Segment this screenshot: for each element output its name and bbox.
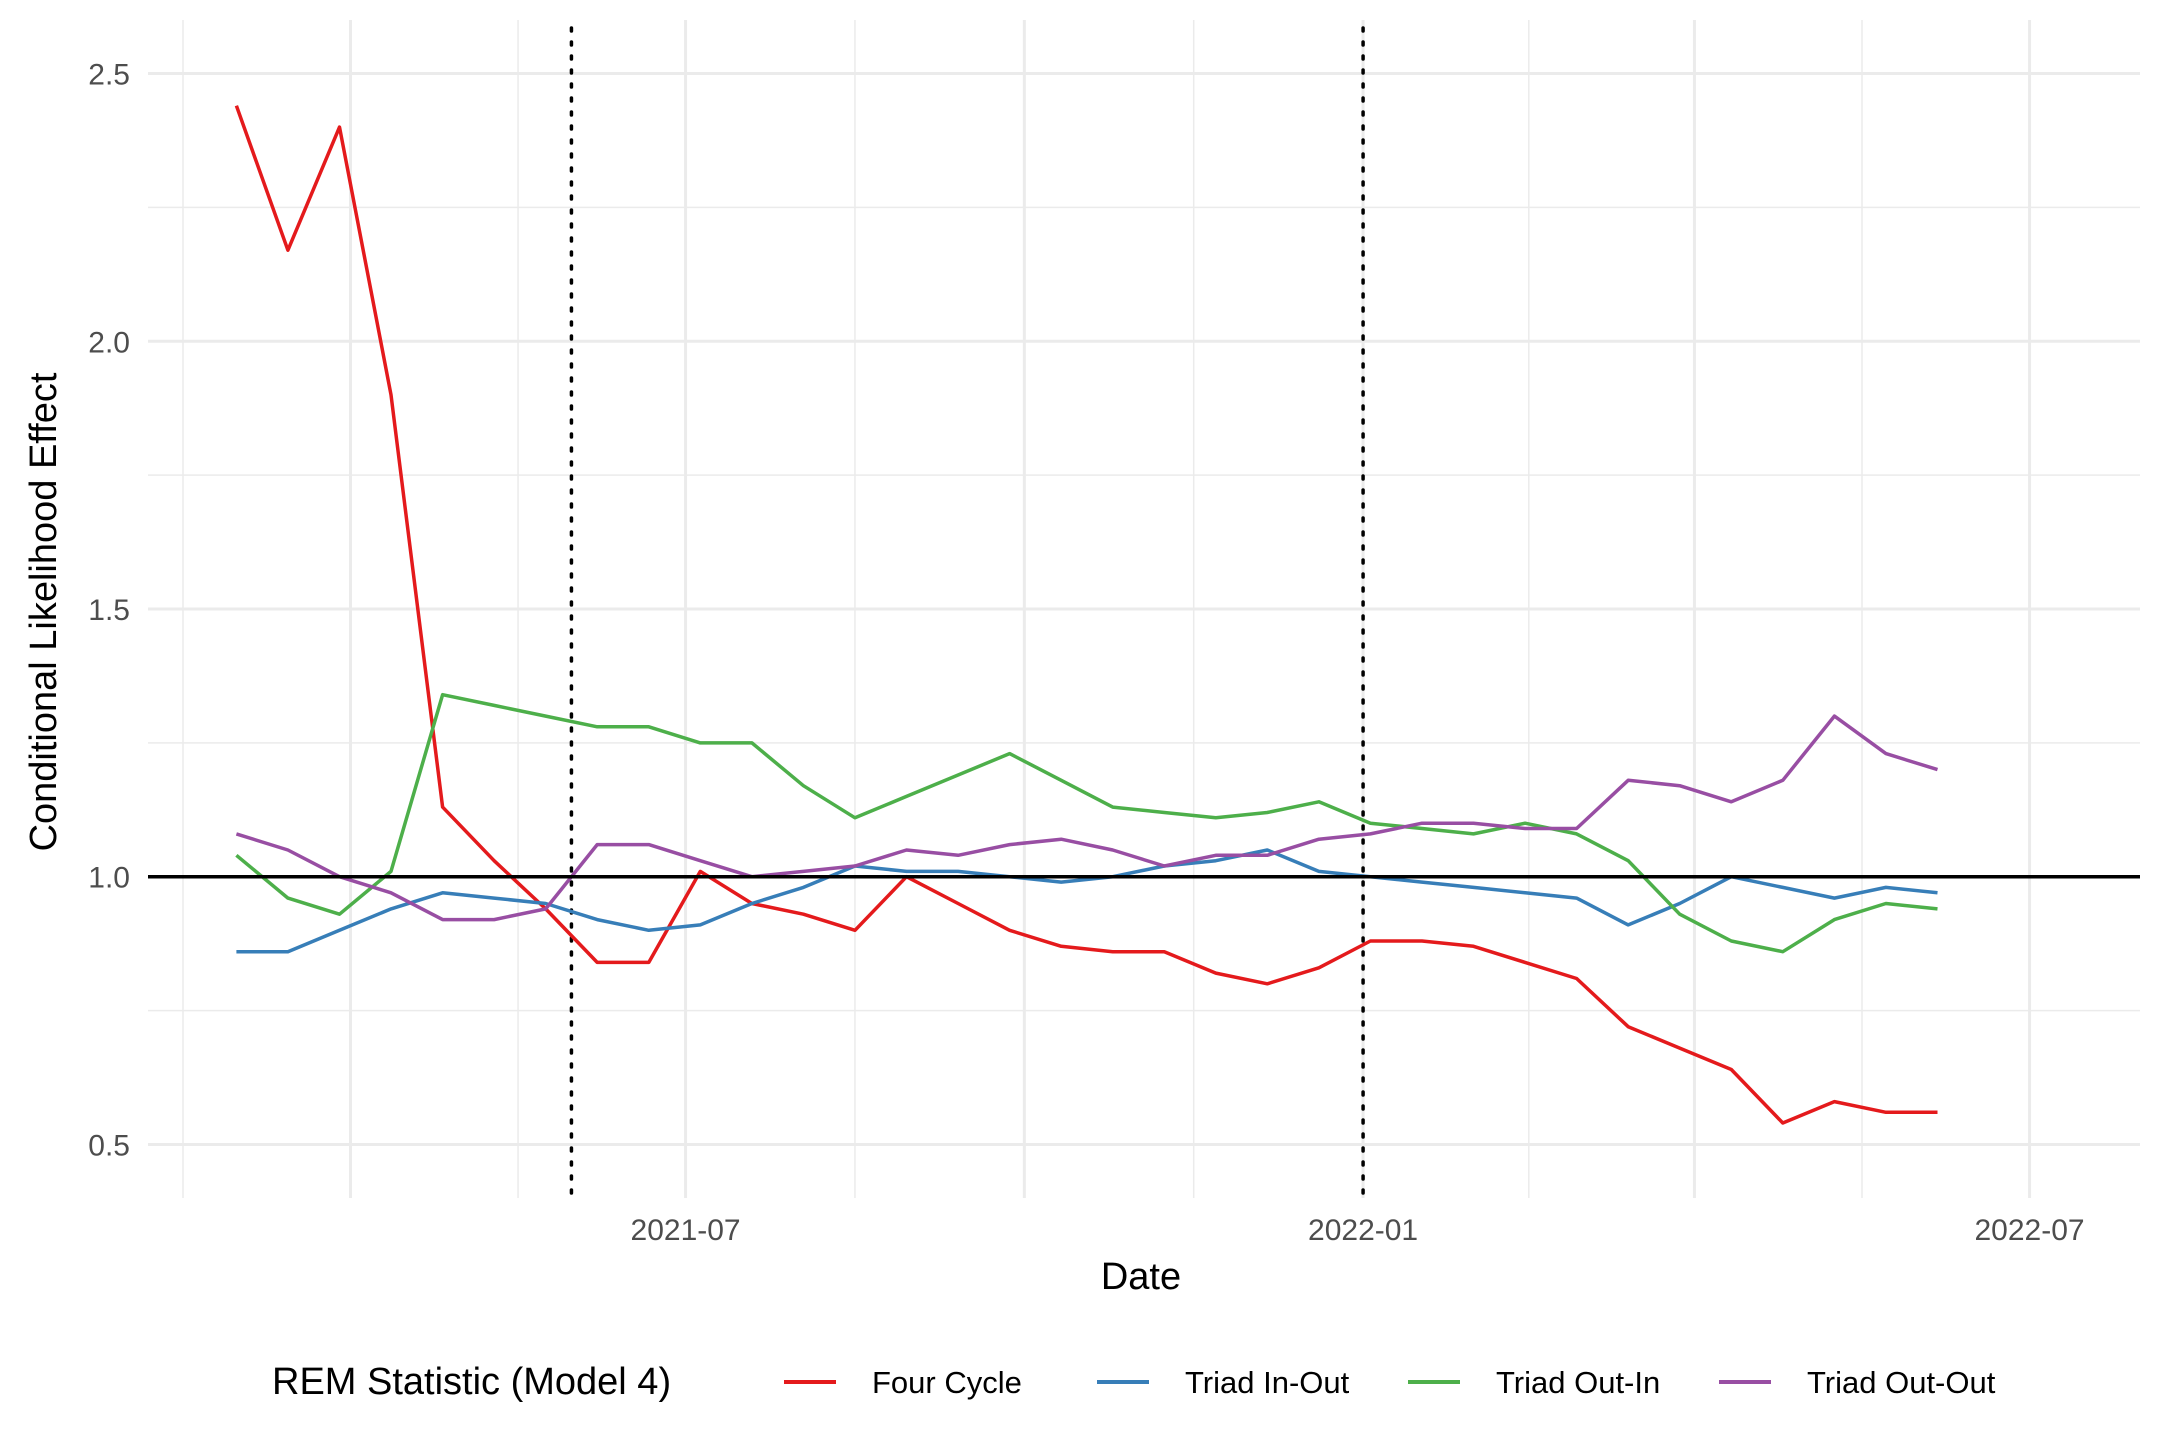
- y-tick-label: 1.5: [88, 594, 130, 627]
- legend-items: Four Cycle Triad In-Out Triad Out-In Triad …: [784, 1365, 1996, 1400]
- legend-label: Triad Out-In: [1496, 1365, 1660, 1400]
- x-tick-label: 2022-07: [1974, 1214, 2084, 1247]
- legend-label: Triad In-Out: [1185, 1365, 1350, 1400]
- series-line-triad-out-out: [235, 714, 1939, 922]
- series-line-triad-out-in: [235, 692, 1938, 954]
- series-layer: [148, 105, 2140, 1125]
- legend-label: Four Cycle: [872, 1365, 1022, 1400]
- series-line-triad-in-out: [236, 848, 1938, 954]
- x-axis-title: Date: [1101, 1256, 1181, 1298]
- y-tick-label: 0.5: [88, 1129, 130, 1162]
- x-axis-ticks: 2021-07 2022-01 2022-07: [631, 1214, 2085, 1247]
- y-tick-label: 2.0: [88, 326, 130, 359]
- series-line-four-cycle: [234, 105, 1938, 1125]
- legend-title: REM Statistic (Model 4): [272, 1361, 671, 1403]
- y-tick-label: 1.0: [88, 862, 130, 895]
- y-axis-ticks: 0.5 1.0 1.5 2.0 2.5: [88, 59, 130, 1163]
- x-tick-label: 2021-07: [631, 1214, 741, 1247]
- legend: REM Statistic (Model 4) Four Cycle Triad …: [272, 1361, 1996, 1403]
- grid-layer: [148, 20, 2140, 1198]
- y-axis-title: Conditional Likelihood Effect: [23, 372, 65, 851]
- reference-lines: [569, 26, 1365, 1200]
- legend-label: Triad Out-Out: [1807, 1365, 1996, 1400]
- x-tick-label: 2022-01: [1308, 1214, 1418, 1247]
- y-tick-label: 2.5: [88, 59, 130, 92]
